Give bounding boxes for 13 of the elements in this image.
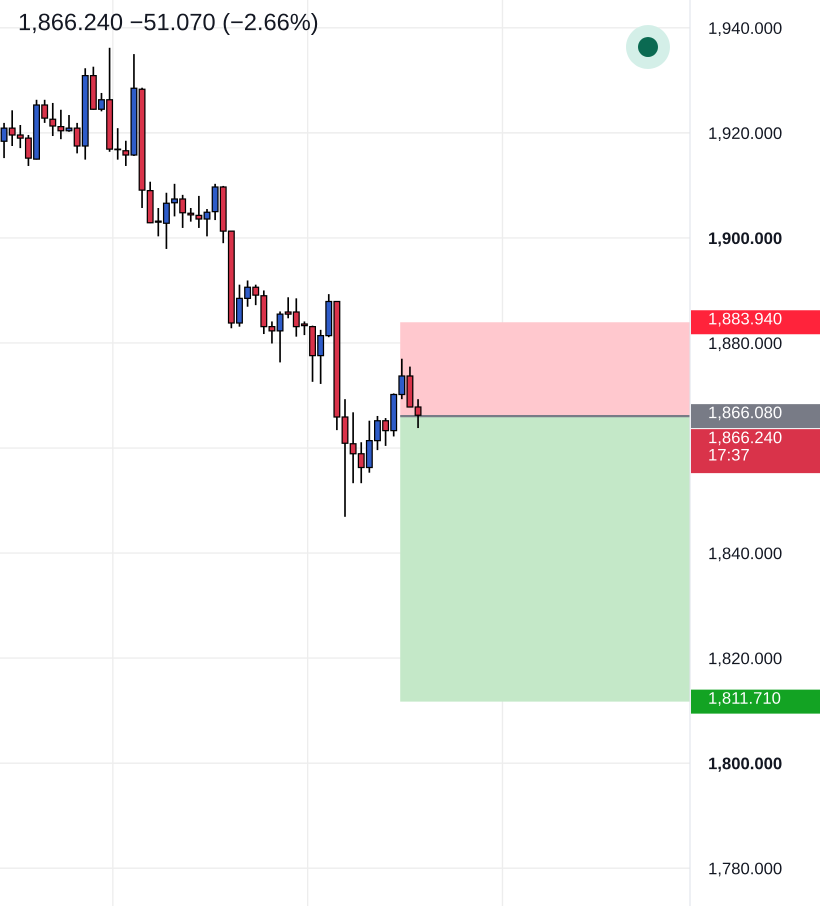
y-tick-label: 1,880.000: [709, 337, 782, 352]
y-tick-label: 1,780.000: [709, 862, 782, 876]
y-tick-label: 1,820.000: [709, 652, 782, 666]
band-label: 1,883.940: [709, 312, 782, 326]
y-tick-label: 1,940.000: [709, 22, 782, 36]
y-tick-label: 1,800.000: [709, 758, 782, 772]
y-tick-label: 1,900.000: [709, 232, 782, 247]
band-label: 1,811.710: [709, 692, 780, 706]
text: 1,866.240 −51.070 (−2.66%): [20, 12, 318, 35]
y-tick-label: 1,920.000: [709, 127, 782, 142]
text: 1,866.240 17:37: [709, 432, 782, 461]
y-tick-label: 1,840.000: [709, 547, 782, 562]
ref-line-label: 1,866.080: [709, 406, 782, 420]
